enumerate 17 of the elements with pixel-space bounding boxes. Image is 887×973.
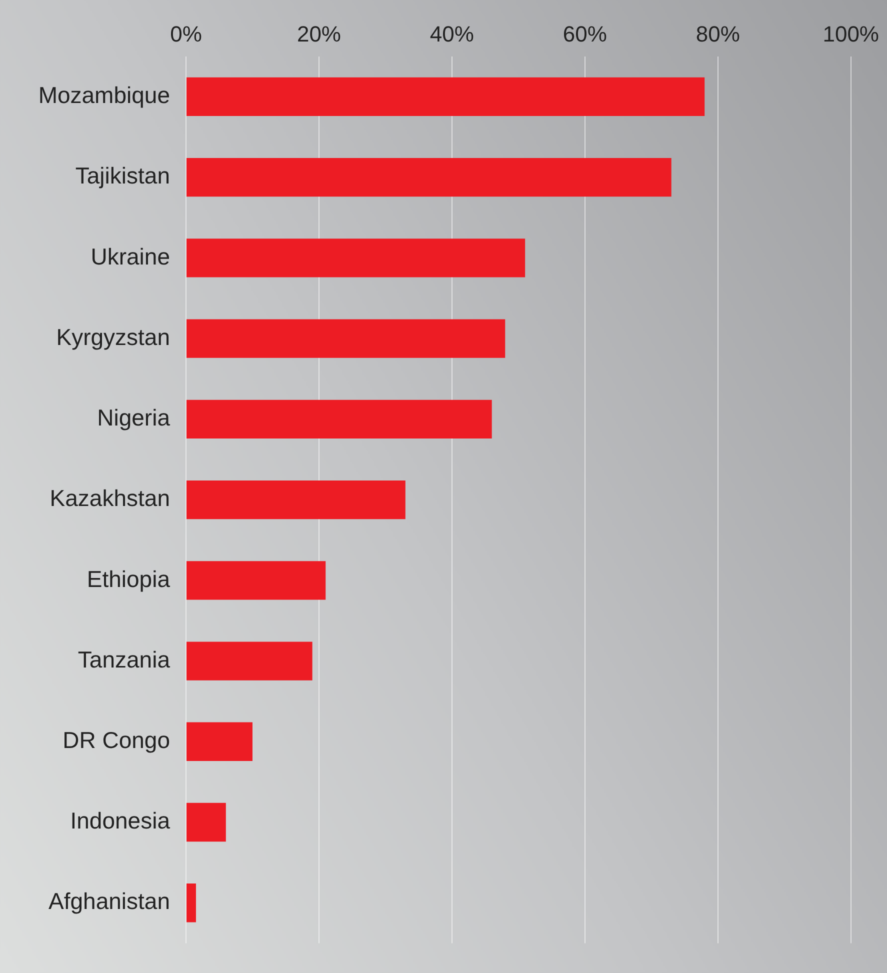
x-tick-label: 0% xyxy=(170,21,202,46)
y-tick-label: Tanzania xyxy=(78,646,170,672)
x-tick-label: 80% xyxy=(696,21,740,46)
y-tick-label: DR Congo xyxy=(62,727,170,753)
x-tick-label: 20% xyxy=(296,21,341,46)
x-tick-label: 100% xyxy=(822,21,880,46)
y-tick-label: Nigeria xyxy=(97,404,170,431)
x-tick-label: 40% xyxy=(430,21,474,46)
y-tick-label: Ukraine xyxy=(90,243,170,270)
y-tick-label: Kazakhstan xyxy=(50,485,170,512)
y-tick-label: Tajikistan xyxy=(75,162,170,189)
y-tick-label: Mozambique xyxy=(38,82,170,108)
y-tick-label: Kyrgyzstan xyxy=(56,324,170,350)
y-tick-label: Indonesia xyxy=(70,808,170,834)
y-tick-label: Afghanistan xyxy=(48,888,170,914)
x-tick-label: 60% xyxy=(562,21,607,46)
y-tick-label: Ethiopia xyxy=(86,566,170,592)
